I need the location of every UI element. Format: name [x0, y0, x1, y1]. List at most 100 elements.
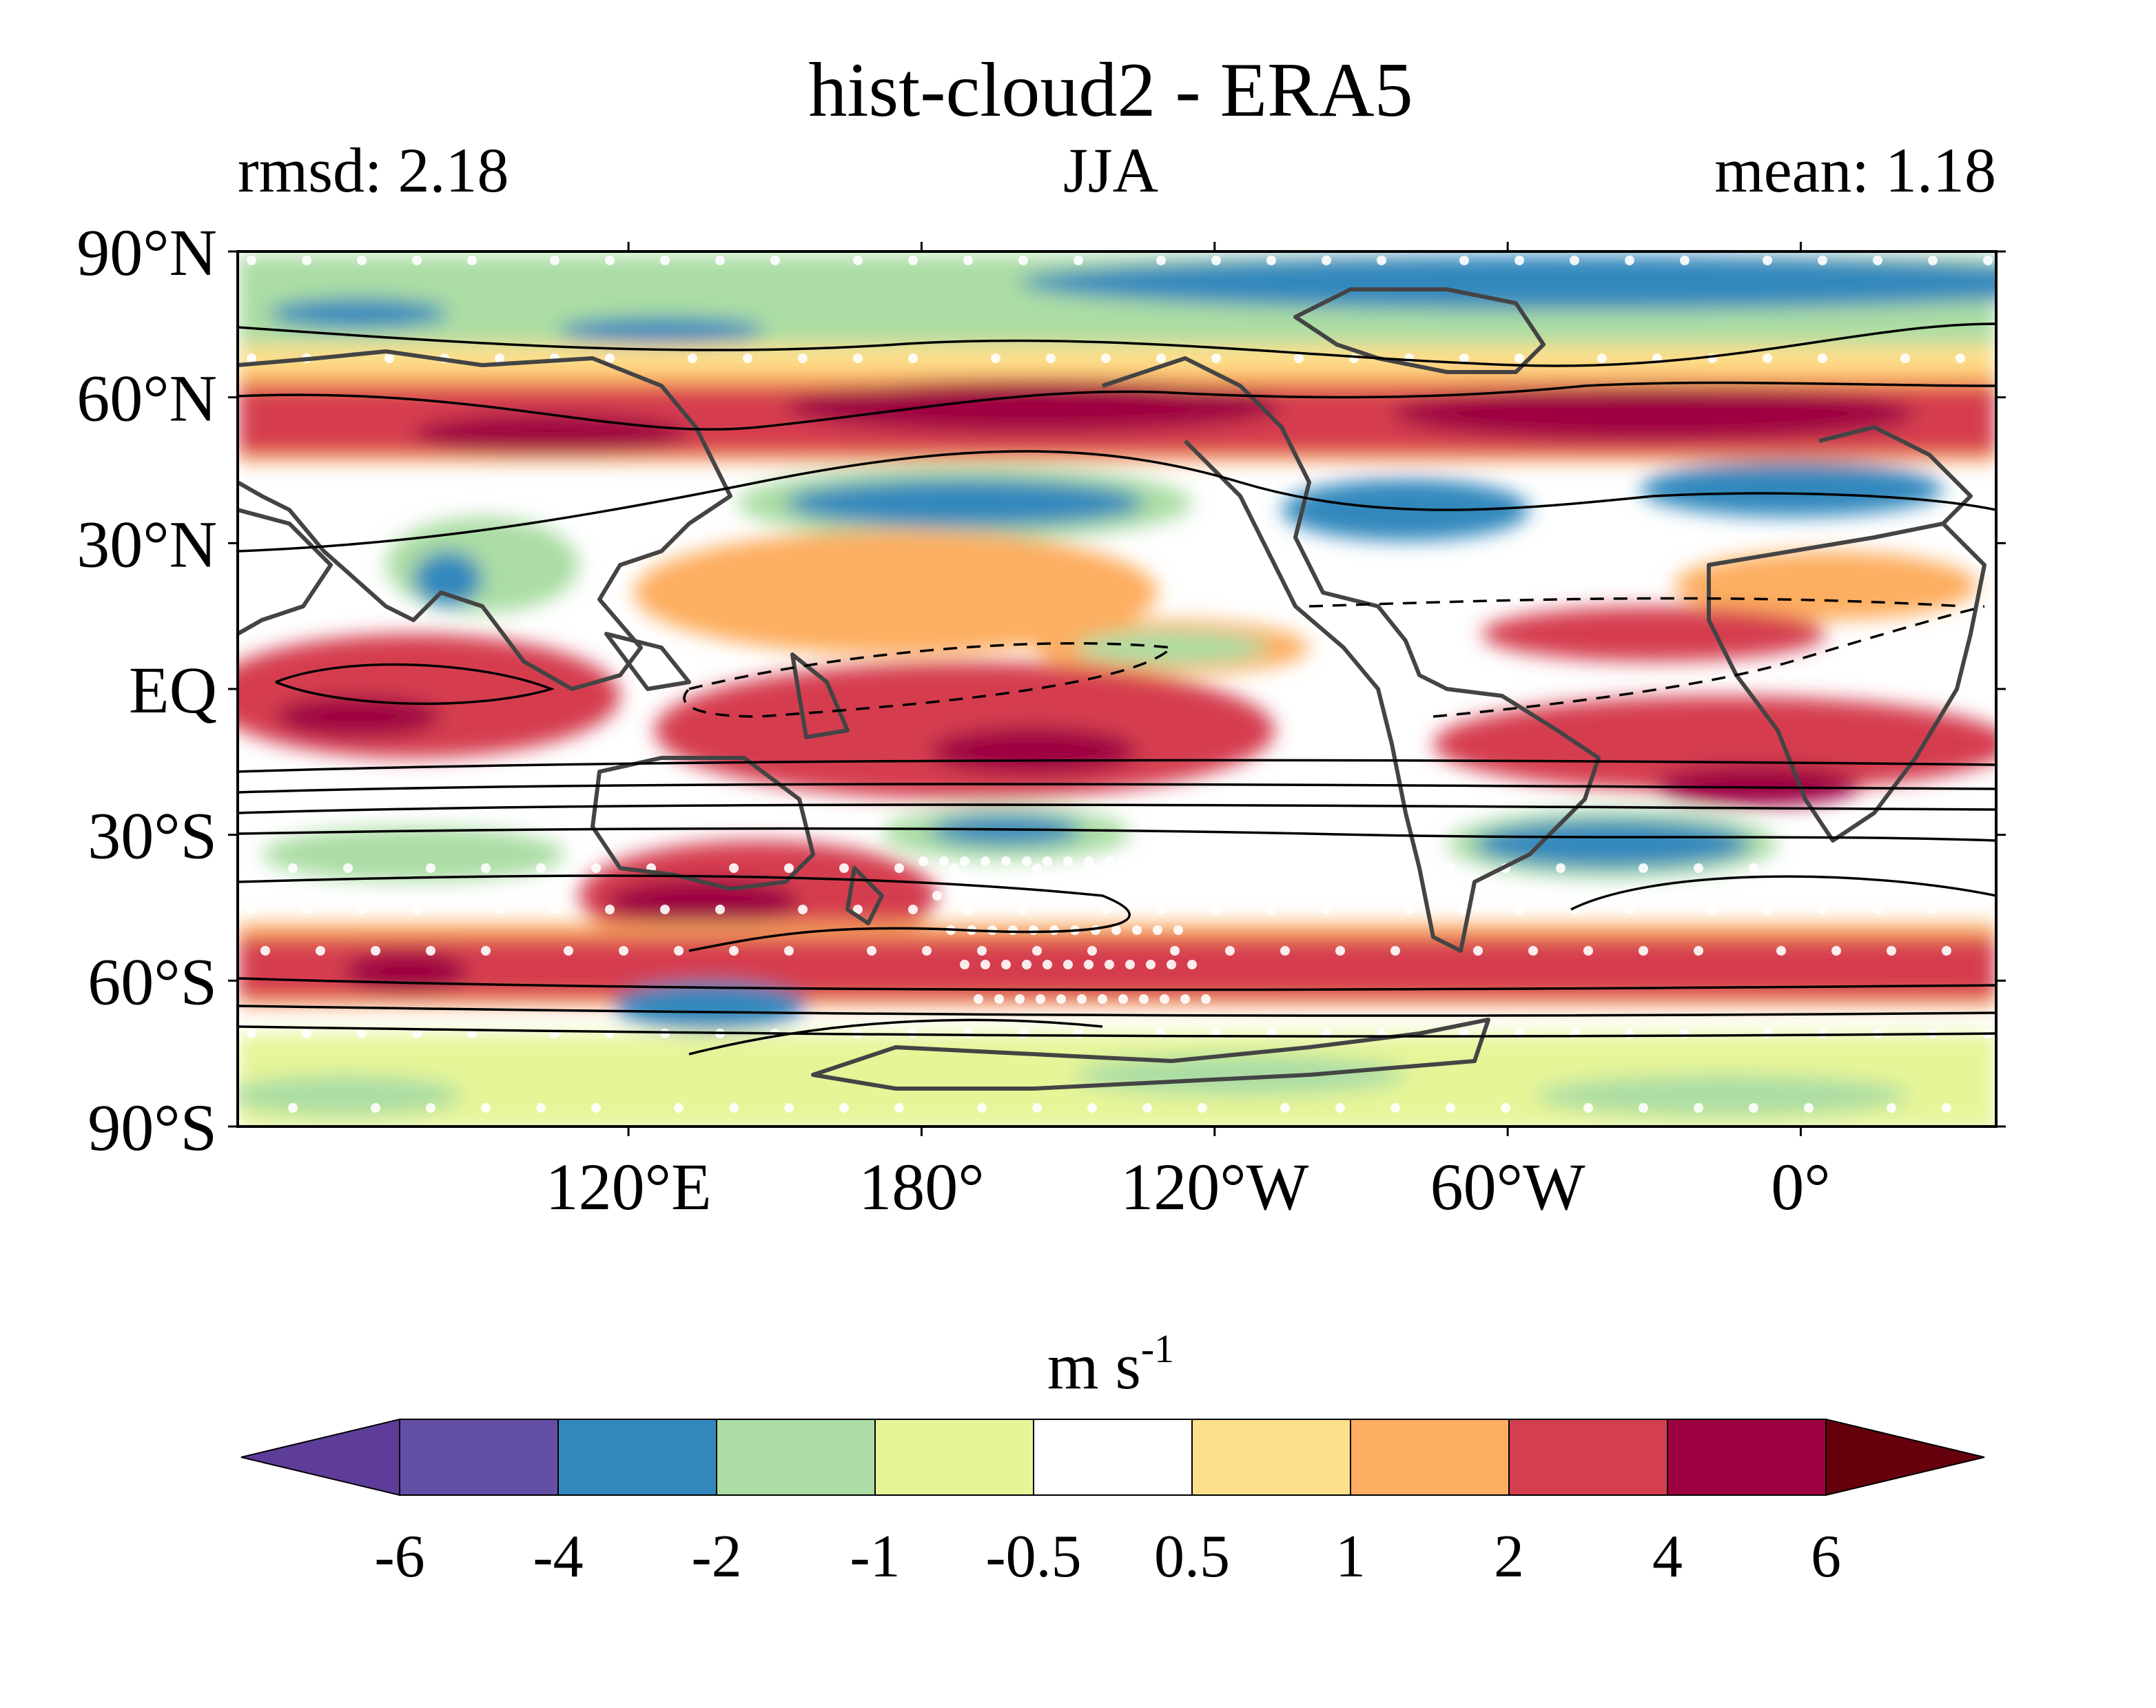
stipple-dot	[481, 946, 491, 956]
stipple-dot	[963, 1029, 973, 1038]
stipple-dot	[426, 863, 435, 873]
stipple-dot	[1763, 353, 1772, 363]
stipple-dot	[1349, 353, 1359, 363]
stipple-dot	[1266, 905, 1276, 914]
lat-tick-label: 60°S	[88, 945, 217, 1018]
stipple-dot	[412, 905, 422, 914]
lat-tick-label: 30°S	[88, 799, 217, 873]
stipple-dot	[564, 946, 573, 956]
lat-tick-label: 90°N	[76, 216, 217, 289]
stipple-dot	[1074, 256, 1083, 265]
stipple-dot	[1225, 946, 1235, 956]
stipple-dot	[343, 863, 353, 873]
axis-ticks	[228, 242, 2006, 1136]
stipple-dot	[991, 353, 1000, 363]
stipple-dot	[1032, 863, 1042, 873]
stipple-dot	[550, 905, 559, 914]
stipple-dot	[1763, 1029, 1772, 1038]
lat-tick-label: 30°N	[76, 507, 217, 581]
lon-tick-label: 120°E	[546, 1150, 712, 1224]
stipple-dot	[1111, 925, 1121, 935]
stipple-dot	[729, 863, 739, 873]
stipple-dot	[1139, 891, 1149, 901]
colorbar-extend-low	[240, 1418, 400, 1496]
stipple-dot	[1211, 353, 1221, 363]
stipple-dot	[1180, 994, 1190, 1004]
stipple-dot	[247, 353, 256, 363]
stipple-dot	[316, 946, 325, 956]
stipple-dot	[1942, 863, 1951, 873]
stipple-dot	[591, 1103, 601, 1113]
stipple-dot	[1101, 905, 1111, 914]
colorbar-swatch	[874, 1419, 1034, 1496]
stipple-dot	[495, 353, 504, 363]
stipple-dot	[1253, 863, 1262, 873]
lon-tick-label: 180°	[859, 1150, 984, 1224]
stipple-dot	[1266, 256, 1276, 265]
stipple-dot	[1707, 905, 1717, 914]
stipple-dot	[1146, 856, 1156, 866]
colorbar-swatch	[1508, 1419, 1668, 1496]
stipple-dot	[1015, 891, 1025, 901]
stipple-dot	[1018, 905, 1028, 914]
colorbar-level-label: 6	[1811, 1523, 1841, 1590]
stipple-dot	[674, 946, 684, 956]
stipple-dot	[1459, 353, 1469, 363]
stipple-dot	[481, 863, 491, 873]
colorbar-swatch	[557, 1419, 717, 1496]
colorbar-unit: m s-1	[1047, 1326, 1174, 1403]
stipple-dot	[1084, 960, 1094, 969]
stipple-dot	[994, 994, 1004, 1004]
stipple-dot	[605, 353, 615, 363]
stipple-dot	[1928, 905, 1938, 914]
stipple-dot	[1322, 256, 1331, 265]
stipple-dot	[1639, 1103, 1648, 1113]
stipple-dot	[839, 1103, 849, 1113]
stipple-dot	[1211, 905, 1221, 914]
stipple-dot	[1473, 946, 1483, 956]
stipple-dot	[1873, 256, 1882, 265]
stipple-dot	[932, 891, 942, 901]
stipple-dot	[288, 1103, 298, 1113]
stipple-dot	[853, 905, 863, 914]
lon-tick-label: 120°W	[1120, 1150, 1308, 1224]
stipple-dot	[384, 353, 394, 363]
stipple-dot	[357, 905, 367, 914]
stipple-dot	[1156, 256, 1166, 265]
stipple-dot	[1322, 905, 1331, 914]
stipple-dot	[536, 1103, 546, 1113]
stipple-dot	[1049, 925, 1059, 935]
stipple-dot	[1804, 863, 1814, 873]
stipple-dot	[247, 256, 256, 265]
stipple-dot	[1101, 353, 1111, 363]
stipple-dot	[1556, 863, 1565, 873]
stipple-dot	[1694, 863, 1703, 873]
colorbar-level-label: -4	[533, 1523, 583, 1590]
stipple-dot	[605, 905, 615, 914]
stipple-dot	[302, 905, 311, 914]
stipple-dot	[1125, 856, 1135, 866]
coastlines	[238, 287, 1986, 1091]
stipple-dot	[908, 256, 918, 265]
stipple-dot	[1043, 960, 1052, 969]
anomaly-field	[238, 255, 1996, 1126]
stipple-dot	[1873, 905, 1882, 914]
stipple-dot	[908, 353, 918, 363]
colorbar-swatch	[1667, 1419, 1827, 1496]
stipple-dot	[1404, 353, 1414, 363]
rmsd-label: rmsd: 2.18	[238, 135, 509, 205]
stipple-dot	[1056, 891, 1066, 901]
stipple-dot	[977, 946, 987, 956]
stipple-dot	[591, 863, 601, 873]
stipple-dot	[481, 1103, 491, 1113]
colorbar-level-label: -1	[850, 1523, 900, 1590]
stipple-dot	[674, 1103, 684, 1113]
stipple-dot	[1018, 1029, 1028, 1038]
stipple-dot	[371, 946, 380, 956]
colorbar-level-label: 0.5	[1154, 1523, 1230, 1590]
stipple-dot	[1118, 994, 1128, 1004]
stipple-dot	[715, 905, 725, 914]
stipple-dot	[770, 256, 780, 265]
stipple-dot	[357, 256, 367, 265]
